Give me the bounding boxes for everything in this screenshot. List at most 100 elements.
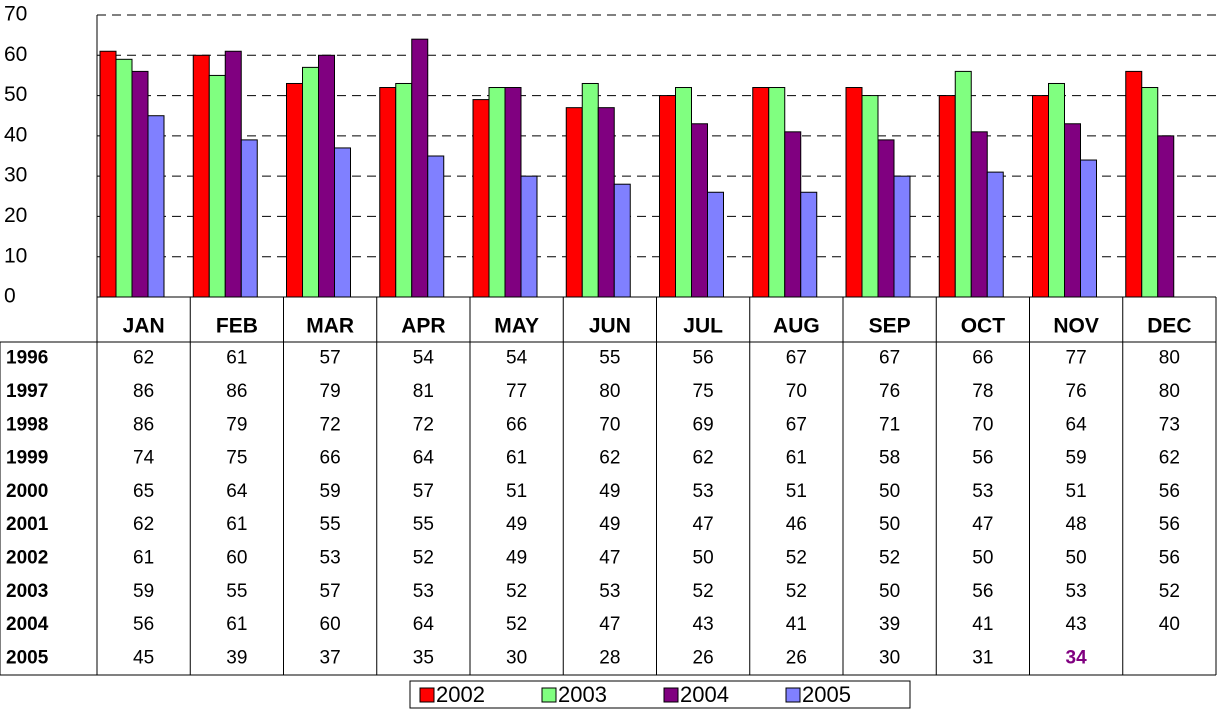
table-cell: 69 [693,414,714,435]
row-label: 2002 [6,547,48,568]
legend-swatch [663,687,679,703]
table-cell: 66 [972,348,993,369]
row-label: 1998 [6,414,48,435]
bar [504,87,522,298]
bar [597,107,615,298]
table-cell: 56 [693,348,714,369]
table-cell: 56 [1159,547,1180,568]
table-cell: 54 [506,348,528,369]
x-tick-label: MAR [306,315,354,338]
x-tick-label: FEB [216,315,258,338]
table-cell: 40 [1159,614,1180,635]
table-cell: 70 [599,414,620,435]
table-cell: 53 [693,481,714,502]
bar [613,183,631,298]
bar [99,50,117,298]
bar [1141,87,1159,298]
table-cell: 61 [133,547,154,568]
table-cell: 30 [506,647,527,668]
table-cell: 50 [879,481,900,502]
table-cell: 71 [879,414,900,435]
y-tick-label: 30 [4,164,27,187]
table-cell: 39 [879,614,900,635]
table-cell: 49 [506,547,527,568]
y-tick-label: 50 [4,83,27,106]
x-tick-label: DEC [1147,315,1191,338]
bar [147,115,165,298]
y-tick-label: 70 [4,3,27,26]
table-cell: 70 [786,381,807,402]
row-label: 1999 [6,448,48,469]
bar [861,95,879,298]
table-cell: 64 [1066,414,1088,435]
y-tick-label: 20 [4,204,27,227]
bar [379,87,397,298]
bar [240,139,258,298]
table-cell: 62 [693,448,714,469]
table-cell: 59 [133,581,154,602]
table-cell: 56 [1159,514,1180,535]
table-cell: 51 [506,481,527,502]
table-cell: 56 [1159,481,1180,502]
table-cell: 49 [506,514,527,535]
table-cell: 53 [1066,581,1087,602]
legend-label: 2003 [558,682,607,707]
bar [395,82,413,298]
table-cell: 76 [1066,381,1087,402]
table-cell: 53 [599,581,620,602]
table-cell: 62 [133,348,154,369]
table-cell: 28 [599,647,620,668]
row-label: 1997 [6,381,48,402]
table-cell: 52 [413,547,434,568]
table-cell: 51 [786,481,807,502]
table-cell: 49 [599,514,620,535]
table-cell: 47 [693,514,714,535]
row-label: 2001 [6,514,49,535]
bar [877,139,895,298]
bar [1064,123,1081,298]
table-cell: 52 [506,614,527,635]
table-cell: 50 [1066,547,1087,568]
table-cell: 62 [1159,448,1180,469]
table-cell: 58 [879,448,900,469]
bar [472,99,490,298]
table-cell: 59 [320,481,341,502]
bar [334,147,351,298]
table-cell: 47 [599,614,620,635]
bar [192,54,210,298]
bar [427,155,445,298]
table-cell: 50 [972,547,993,568]
x-tick-label: JAN [123,315,165,338]
legend-swatch [785,687,801,703]
table-cell: 55 [413,514,434,535]
table-cell: 43 [693,614,714,635]
bar [286,82,303,298]
table-cell: 64 [413,614,435,635]
bar [224,50,242,298]
y-tick-label: 60 [4,43,27,66]
table-cell: 60 [320,614,341,635]
bar [581,82,599,298]
table-cell: 57 [413,481,434,502]
bar [752,87,770,298]
table-cell: 78 [972,381,993,402]
bar [488,87,506,298]
table-cell: 50 [879,581,900,602]
table-cell: 26 [786,647,807,668]
table-cell: 43 [1066,614,1087,635]
bar [707,191,724,298]
table-cell: 56 [133,614,154,635]
table-cell: 76 [879,381,900,402]
row-label: 2003 [6,581,48,602]
x-tick-label: NOV [1053,315,1099,338]
bar [1080,159,1097,298]
table-cell: 72 [320,414,341,435]
table-cell: 57 [320,581,341,602]
table-cell: 86 [133,381,154,402]
table-cell: 52 [879,547,900,568]
row-label: 2004 [6,614,49,635]
table-cell: 66 [506,414,527,435]
bar [208,74,226,298]
legend-label: 2004 [680,682,729,707]
